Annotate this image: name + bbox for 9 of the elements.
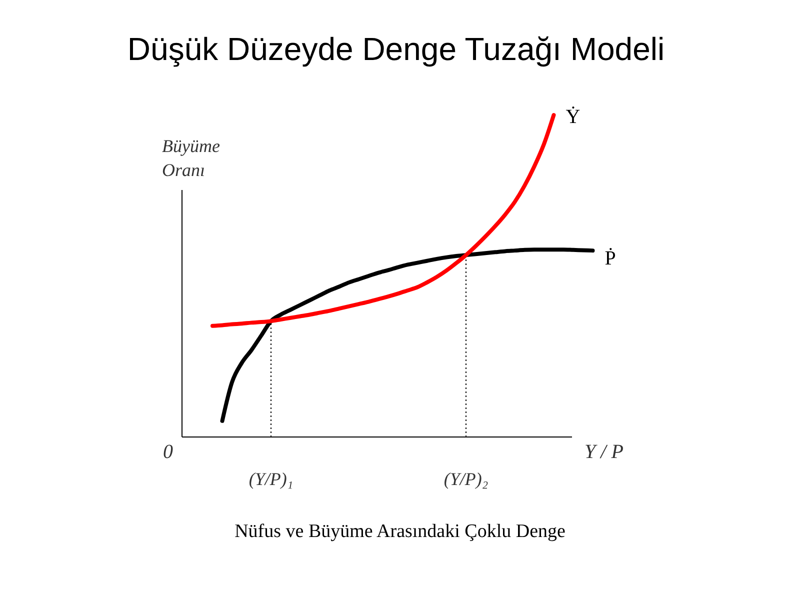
x-tick-label: (Y/P)₁ (248, 469, 294, 489)
series-label: Ẏ (566, 106, 580, 128)
chart-title: Düşük Düzeyde Denge Tuzağı Modeli (127, 31, 665, 67)
series-label: Ṗ (604, 248, 616, 270)
x-axis-title: Y / P (584, 441, 624, 463)
text: 0 (163, 441, 173, 463)
text: Nüfus ve Büyüme Arasındaki Çoklu Denge (234, 521, 566, 542)
x-tick-label: (Y/P)₂ (444, 469, 488, 489)
y-axis-title: Büyüme Oranı (162, 136, 220, 180)
